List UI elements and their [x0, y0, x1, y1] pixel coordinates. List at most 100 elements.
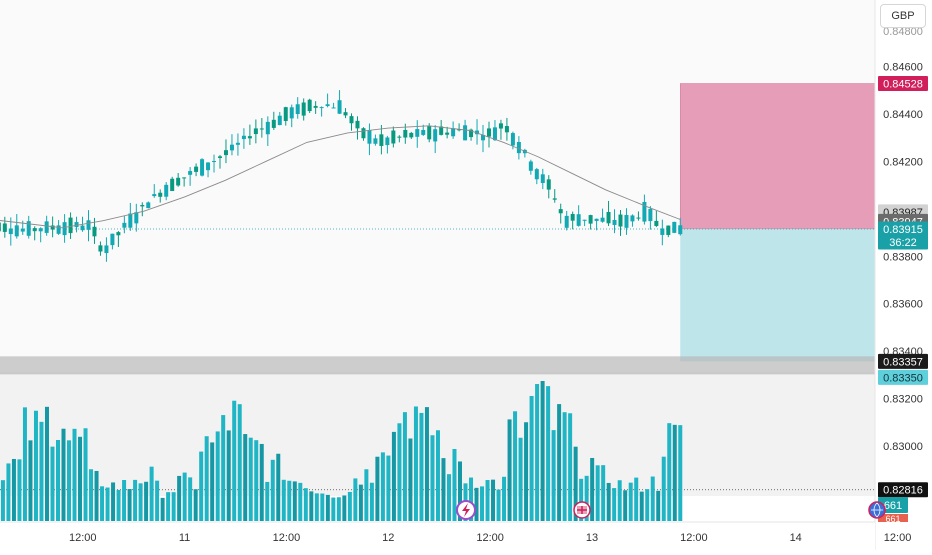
- candle-body: [182, 177, 187, 179]
- currency-button[interactable]: GBP: [880, 4, 926, 28]
- candle-body: [469, 129, 474, 138]
- candle-body: [337, 100, 342, 114]
- volume-bar: [17, 459, 22, 521]
- volume-bar: [540, 381, 545, 521]
- volume-bar: [452, 448, 457, 521]
- current-price-tag[interactable]: 0.83915 36:22: [878, 221, 928, 250]
- candle-body: [146, 202, 151, 209]
- volume-bar: [55, 439, 60, 521]
- volume-bar: [111, 482, 116, 521]
- candle-body: [624, 215, 629, 228]
- volume-bar: [287, 480, 292, 521]
- candle-body: [486, 128, 491, 137]
- x-axis-ticks: 12:001112:001212:001312:001412:001612:00…: [69, 532, 911, 544]
- volume-bar: [364, 469, 369, 521]
- candle-body: [92, 226, 97, 237]
- volume-bar: [353, 478, 358, 521]
- volume-level-tag: 0.82816: [878, 482, 928, 498]
- volume-bar: [645, 489, 650, 521]
- price-axis[interactable]: [875, 0, 932, 550]
- target-price-tag[interactable]: 0.83357: [878, 353, 928, 369]
- candle-body: [295, 104, 300, 115]
- x-tick-label: 12:00: [476, 532, 504, 544]
- volume-bar: [22, 407, 27, 521]
- volume-bar: [507, 419, 512, 521]
- lightning-event-icon[interactable]: [456, 500, 476, 520]
- volume-bar: [309, 491, 314, 521]
- volume-bar: [391, 431, 396, 521]
- candle-body: [528, 161, 533, 171]
- volume-bar: [133, 479, 138, 521]
- volume-bar: [105, 487, 110, 521]
- candle-body: [289, 107, 294, 119]
- candle-body: [409, 132, 414, 138]
- candle-body: [104, 245, 109, 254]
- volume-bar: [557, 404, 562, 521]
- candle-body: [660, 228, 665, 235]
- candle-body: [630, 215, 635, 222]
- candle-body: [516, 141, 521, 154]
- candle-body: [439, 126, 444, 135]
- volume-bar: [281, 479, 286, 521]
- stop-price-label: 0.84528: [883, 79, 923, 91]
- candle-body: [600, 217, 605, 222]
- candle-body: [14, 225, 19, 237]
- volume-bar: [276, 453, 281, 521]
- candle-body: [80, 225, 85, 231]
- x-tick-label: 12:00: [69, 532, 97, 544]
- volume-bar: [298, 482, 303, 521]
- volume-bar: [44, 406, 49, 521]
- candle-body: [241, 135, 246, 140]
- volume-bar: [678, 425, 683, 521]
- volume-bar: [650, 476, 655, 521]
- candle-body: [74, 222, 79, 228]
- volume-bar: [303, 488, 308, 521]
- candle-body: [540, 174, 545, 184]
- y-tick-label-partial: 0.84800: [883, 26, 923, 38]
- volume-bar: [667, 423, 672, 521]
- candle-body: [277, 115, 282, 126]
- y-axis-ticks: 0.846000.844000.842000.838000.836000.834…: [883, 26, 923, 453]
- uk-flag-event-icon[interactable]: [573, 501, 591, 519]
- volume-level-label: 0.82816: [883, 485, 923, 497]
- volume-bar: [546, 386, 551, 521]
- stop-price-tag[interactable]: 0.84528: [878, 76, 928, 92]
- time-axis[interactable]: [0, 522, 875, 550]
- candle-body: [618, 214, 623, 227]
- candle-body: [176, 177, 181, 186]
- candle-body: [343, 112, 348, 116]
- y-tick-label: 0.83000: [883, 441, 923, 453]
- countdown-label: 36:22: [889, 237, 917, 249]
- volume-bar: [193, 489, 198, 521]
- volume-bar: [639, 491, 644, 521]
- candle-body: [391, 130, 396, 144]
- volume-bar: [529, 395, 534, 521]
- candle-body: [134, 212, 139, 224]
- candle-body: [253, 128, 258, 135]
- candle-body: [68, 217, 73, 234]
- volume-bar: [502, 476, 507, 521]
- x-tick-label: 13: [586, 532, 598, 544]
- candle-body: [588, 215, 593, 224]
- candle-body: [301, 102, 306, 116]
- y-tick-label: 0.84600: [883, 61, 923, 73]
- candle-body: [271, 119, 276, 128]
- candle-body: [510, 133, 515, 146]
- candle-body: [206, 162, 211, 171]
- x-tick-label: 14: [790, 532, 802, 544]
- volume-bar: [397, 423, 402, 521]
- volume-bar: [0, 480, 5, 521]
- volume-bar: [623, 490, 628, 521]
- candle-body: [223, 150, 228, 156]
- currency-label: GBP: [891, 10, 915, 22]
- volume-bar: [89, 469, 94, 521]
- volume-bar: [485, 480, 490, 521]
- candle-body: [122, 222, 127, 228]
- volume-bar: [270, 459, 275, 521]
- volume-bar: [375, 456, 380, 521]
- volume-bar: [166, 492, 171, 521]
- globe-event-icon[interactable]: [868, 501, 886, 519]
- volume-bar: [408, 438, 413, 521]
